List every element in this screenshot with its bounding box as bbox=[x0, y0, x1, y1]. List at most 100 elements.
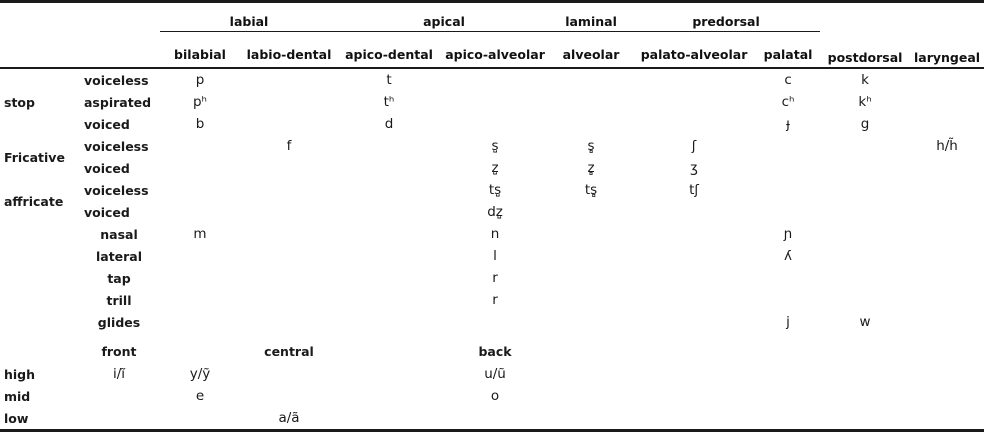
cell-stop-voiced-apico-alveolar bbox=[440, 113, 550, 135]
table-row: aspirated pʰ tʰ cʰ kʰ bbox=[0, 91, 984, 113]
vowel-group-central: central bbox=[264, 343, 314, 359]
cell-vowel-high-back-pad bbox=[338, 363, 440, 385]
cell-stop-aspirated-laryngeal bbox=[910, 91, 984, 113]
cell-trill-alveolar bbox=[550, 289, 632, 311]
cell-stop-voiced-laryngeal bbox=[910, 113, 984, 135]
header-col-apico-alveolar: apico-alveolar bbox=[445, 47, 545, 62]
cell-vowel-mid-back: o bbox=[490, 388, 500, 404]
cell-nasal-labio-dental bbox=[240, 223, 338, 245]
cell-fricative-voiceless-palato-alveolar: ʃ bbox=[691, 138, 697, 154]
voicing-label-voiceless: voiceless bbox=[84, 72, 149, 88]
manner-label-blank-glides bbox=[0, 311, 78, 333]
cell-lateral-palatal: ʎ bbox=[784, 248, 793, 264]
cell-glides-apico-alveolar bbox=[440, 311, 550, 333]
cell-stop-aspirated-labio-dental bbox=[240, 91, 338, 113]
cell-stop-voiceless-apico-dental: t bbox=[386, 72, 392, 88]
cell-vowel-high-central bbox=[240, 363, 338, 385]
cell-stop-voiceless-alveolar bbox=[550, 68, 632, 91]
cell-stop-voiceless-laryngeal bbox=[910, 68, 984, 91]
cell-affricate-voiceless-postdorsal bbox=[820, 179, 910, 201]
cell-tap-labio-dental bbox=[240, 267, 338, 289]
manner-label-blank-lateral bbox=[0, 245, 78, 267]
cell-glides-palatal: j bbox=[786, 314, 790, 330]
cell-trill-apico-alveolar: r bbox=[492, 292, 498, 308]
cell-fricative-voiced-apico-dental bbox=[338, 157, 440, 179]
cell-stop-voiced-labio-dental bbox=[240, 113, 338, 135]
vowel-group-back: back bbox=[478, 343, 512, 359]
cell-stop-voiceless-labio-dental bbox=[240, 68, 338, 91]
cell-affricate-voiced-laryngeal bbox=[910, 201, 984, 223]
cell-trill-palato-alveolar bbox=[632, 289, 756, 311]
cell-glides-alveolar bbox=[550, 311, 632, 333]
cell-fricative-voiced-laryngeal bbox=[910, 157, 984, 179]
cell-affricate-voiced-postdorsal bbox=[820, 201, 910, 223]
cell-stop-aspirated-palato-alveolar bbox=[632, 91, 756, 113]
table-row: trill r bbox=[0, 289, 984, 311]
table-row: high i/ĩ y/ỹ u/ũ bbox=[0, 363, 984, 385]
cell-fricative-voiced-labio-dental bbox=[240, 157, 338, 179]
cell-fricative-voiceless-apico-dental bbox=[338, 135, 440, 157]
table-row: mid e o bbox=[0, 385, 984, 407]
cell-glides-postdorsal: w bbox=[859, 314, 871, 330]
cell-fricative-voiced-palatal bbox=[756, 157, 820, 179]
cell-affricate-voiced-apico-dental bbox=[338, 201, 440, 223]
cell-stop-voiceless-apico-alveolar bbox=[440, 68, 550, 91]
cell-stop-aspirated-apico-alveolar bbox=[440, 91, 550, 113]
cell-tap-apico-alveolar: r bbox=[492, 270, 498, 286]
vowel-header-pad-1 bbox=[160, 339, 240, 363]
cell-glides-apico-dental bbox=[338, 311, 440, 333]
cell-stop-voiceless-palato-alveolar bbox=[632, 68, 756, 91]
table-row: low a/ã bbox=[0, 407, 984, 431]
manner-label-nasal: nasal bbox=[100, 226, 138, 242]
manner-label-blank-nasal bbox=[0, 223, 78, 245]
cell-affricate-voiceless-alveolar: ts̻ bbox=[584, 182, 598, 198]
manner-label-affricate: affricate bbox=[4, 193, 64, 209]
table-row: Fricative voiceless f s̺ s̻ ʃ h/h̃ bbox=[0, 135, 984, 165]
voicing-label-fric-voiced: voiced bbox=[84, 160, 130, 176]
vowel-corner-blank bbox=[0, 339, 78, 363]
cell-affricate-voiced-palatal bbox=[756, 201, 820, 223]
cell-trill-palatal bbox=[756, 289, 820, 311]
cell-nasal-apico-alveolar: n bbox=[490, 226, 500, 242]
cell-vowel-low-back bbox=[440, 407, 550, 431]
header-col-labio-dental: labio-dental bbox=[246, 47, 332, 62]
cell-trill-postdorsal bbox=[820, 289, 910, 311]
cell-stop-voiced-palatal: ɟ bbox=[786, 116, 790, 132]
cell-affricate-voiceless-apico-dental bbox=[338, 179, 440, 201]
table-row: voiced z̺ z̻ ʒ bbox=[0, 157, 984, 179]
vowel-header-pad-3 bbox=[550, 339, 984, 363]
header-col-palatal: palatal bbox=[763, 47, 813, 62]
cell-stop-voiced-alveolar bbox=[550, 113, 632, 135]
header-col-laryngeal: laryngeal bbox=[914, 50, 981, 65]
voicing-label-fric-voiceless: voiceless bbox=[84, 138, 149, 154]
cell-nasal-alveolar bbox=[550, 223, 632, 245]
cell-fricative-voiced-palato-alveolar: ʒ bbox=[690, 160, 698, 176]
table-row: voiced b d ɟ g bbox=[0, 113, 984, 135]
cell-stop-aspirated-apico-dental: tʰ bbox=[383, 94, 395, 110]
voicing-label-aspirated: aspirated bbox=[84, 94, 152, 110]
vowel-height-label-mid: mid bbox=[4, 388, 31, 404]
cell-stop-voiced-palato-alveolar bbox=[632, 113, 756, 135]
cell-vowel-mid-back-pad bbox=[338, 385, 440, 407]
cell-glides-laryngeal bbox=[910, 311, 984, 333]
header-col-bilabial: bilabial bbox=[174, 47, 226, 62]
manner-label-blank-tap bbox=[0, 267, 78, 289]
manner-label-trill: trill bbox=[106, 292, 132, 308]
vowel-header-pad-2 bbox=[338, 339, 440, 363]
manner-label-fricative: Fricative bbox=[4, 149, 65, 165]
cell-affricate-voiceless-labio-dental bbox=[240, 179, 338, 201]
cell-lateral-alveolar bbox=[550, 245, 632, 267]
cell-affricate-voiced-apico-alveolar: dz̺ bbox=[487, 204, 503, 220]
cell-affricate-voiceless-laryngeal bbox=[910, 179, 984, 201]
header-group-labial: labial bbox=[160, 1, 339, 32]
manner-label-glides: glides bbox=[97, 314, 141, 330]
cell-stop-voiceless-bilabial: p bbox=[195, 72, 205, 88]
cell-trill-bilabial bbox=[160, 289, 240, 311]
cell-lateral-laryngeal bbox=[910, 245, 984, 267]
cell-vowel-low-back-pad bbox=[338, 407, 440, 431]
table-body-vowels: front central back high i/ĩ y/ỹ u/ũ mid … bbox=[0, 339, 984, 431]
vowel-row-pad-high bbox=[550, 363, 984, 385]
cell-affricate-voiced-labio-dental bbox=[240, 201, 338, 223]
